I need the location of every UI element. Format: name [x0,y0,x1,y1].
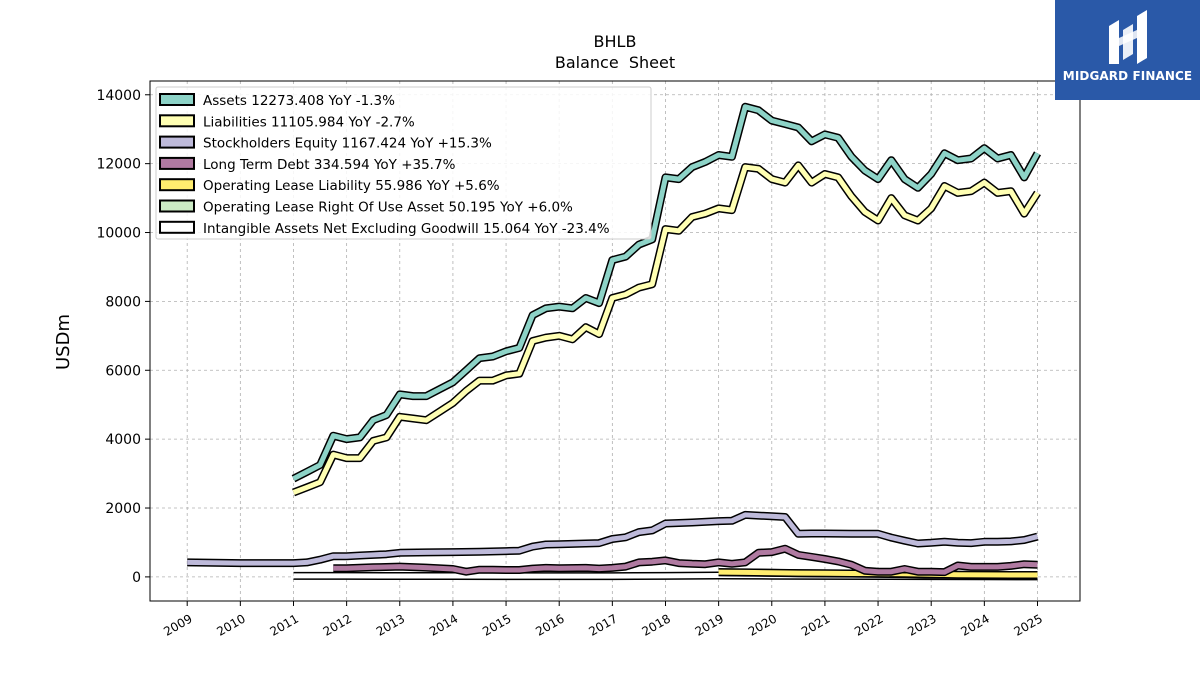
x-tick-label: 2021 [799,611,832,638]
legend-entry: Intangible Assets Net Excluding Goodwill… [159,220,610,237]
x-tick-label: 2014 [427,611,460,638]
y-tick-label: 10000 [96,226,141,242]
legend-label: Intangible Assets Net Excluding Goodwill… [203,221,610,237]
y-tick-label: 8000 [105,294,141,310]
legend-swatch [159,156,195,170]
legend: Assets 12273.408 YoY -1.3% Liabilities 11… [155,86,652,240]
x-tick-label: 2010 [214,611,247,638]
series-line [187,512,1039,566]
y-tick-label: 0 [132,570,141,586]
legend-swatch [159,199,195,213]
y-tick-label: 6000 [105,363,141,379]
series-line [333,546,1038,575]
plot-frame [149,80,1081,602]
series-line [292,162,1040,495]
legend-swatch [159,93,195,106]
x-tick-label: 2011 [268,611,301,638]
x-tick-label: 2012 [321,611,354,638]
x-tick-label: 2015 [480,611,513,638]
series-layer [187,102,1042,581]
legend-entry: Liabilities 11105.984 YoY -2.7% [159,114,415,130]
x-tick-label: 2013 [374,611,407,638]
legend-label: Stockholders Equity 1167.424 YoY +15.3% [203,136,492,152]
y-axis-label: USDm [53,314,74,370]
chart-title: BHLB [594,32,637,51]
legend-label: Long Term Debt 334.594 YoY +35.7% [203,157,456,173]
legend-swatch [159,135,195,149]
y-tick-label: 12000 [96,157,141,173]
legend-entry: Long Term Debt 334.594 YoY +35.7% [159,156,456,173]
legend-entry: Operating Lease Liability 55.986 YoY +5.… [159,178,500,194]
x-tick-label: 2009 [161,611,194,638]
x-tick-label: 2020 [746,611,779,638]
x-tick-label: 2023 [905,611,938,638]
series-line [292,104,1040,481]
legend-entry: Assets 12273.408 YoY -1.3% [159,93,395,109]
legend-label: Operating Lease Liability 55.986 YoY +5.… [203,178,500,194]
series-1 [292,161,1041,497]
chart-subtitle: Balance Sheet [555,53,675,72]
series-2 [187,510,1039,568]
y-tick-label: 14000 [96,88,141,104]
x-tick-label: 2016 [533,611,566,638]
x-tick-label: 2025 [1012,611,1045,638]
legend-label: Liabilities 11105.984 YoY -2.7% [203,114,415,130]
legend-entry: Operating Lease Right Of Use Asset 50.19… [159,199,573,216]
x-tick-label: 2018 [640,611,673,638]
legend-label: Operating Lease Right Of Use Asset 50.19… [203,200,573,216]
legend-box [155,86,652,240]
legend-swatch [159,114,195,128]
x-tick-label: 2017 [586,611,619,638]
y-tick-label: 2000 [105,501,141,517]
y-tick-label: 4000 [105,432,141,448]
legend-swatch [159,220,195,234]
brand-name: MIDGARD FINANCE [1062,69,1193,83]
series-3 [333,544,1038,577]
series-0 [291,102,1042,483]
legend-swatch [159,178,195,192]
brand-logo: MIDGARD FINANCE [1055,0,1200,100]
x-tick-label: 2024 [958,611,991,638]
legend-label: Assets 12273.408 YoY -1.3% [203,93,395,109]
legend-entry: Stockholders Equity 1167.424 YoY +15.3% [159,135,492,152]
x-tick-label: 2019 [693,611,726,638]
brand-mark-icon [1109,10,1147,64]
x-tick-label: 2022 [852,611,885,638]
